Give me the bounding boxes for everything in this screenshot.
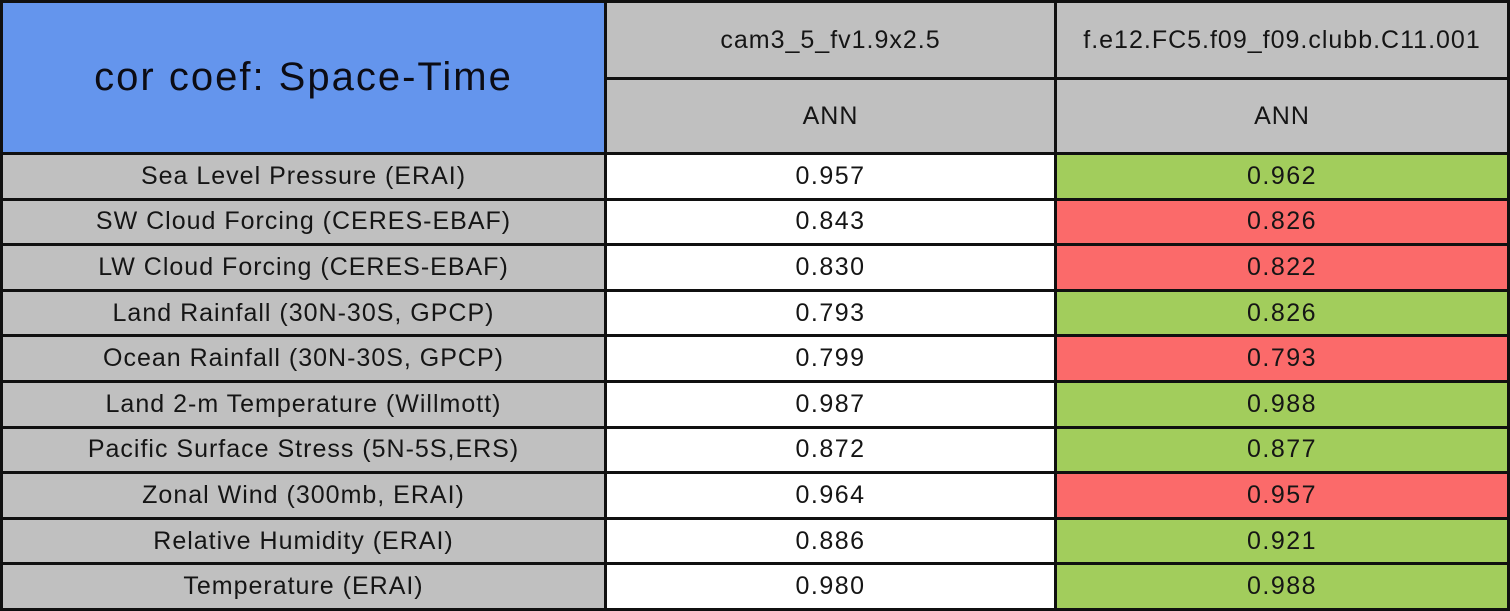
row-label: LW Cloud Forcing (CERES-EBAF): [3, 246, 604, 289]
model2-name-header: f.e12.FC5.f09_f09.clubb.C11.001: [1057, 3, 1507, 77]
row-label: Ocean Rainfall (30N-30S, GPCP): [3, 337, 604, 380]
model2-value: 0.921: [1057, 519, 1507, 563]
model2-value: 0.822: [1057, 246, 1507, 289]
model2-value: 0.988: [1057, 382, 1507, 426]
model2-value: 0.877: [1057, 428, 1507, 472]
model1-value: 0.957: [607, 155, 1054, 198]
row-label: Zonal Wind (300mb, ERAI): [3, 474, 604, 517]
model2-value: 0.957: [1057, 474, 1507, 517]
row-label: Sea Level Pressure (ERAI): [3, 155, 604, 198]
model2-value: 0.962: [1057, 155, 1507, 198]
row-label: Temperature (ERAI): [3, 565, 604, 608]
row-label: Pacific Surface Stress (5N-5S,ERS): [3, 428, 604, 472]
model1-value: 0.872: [607, 428, 1054, 472]
model2-value: 0.826: [1057, 291, 1507, 335]
model1-value: 0.987: [607, 382, 1054, 426]
model1-value: 0.799: [607, 337, 1054, 380]
model1-value: 0.886: [607, 519, 1054, 563]
model1-name-header: cam3_5_fv1.9x2.5: [607, 3, 1054, 77]
model1-value: 0.793: [607, 291, 1054, 335]
row-label: Relative Humidity (ERAI): [3, 519, 604, 563]
model1-season-header: ANN: [607, 80, 1054, 152]
model1-value: 0.830: [607, 246, 1054, 289]
table-title: cor coef: Space-Time: [3, 3, 604, 152]
model2-value: 0.826: [1057, 200, 1507, 244]
row-label: SW Cloud Forcing (CERES-EBAF): [3, 200, 604, 244]
model2-season-header: ANN: [1057, 80, 1507, 152]
row-label: Land Rainfall (30N-30S, GPCP): [3, 291, 604, 335]
row-label: Land 2-m Temperature (Willmott): [3, 382, 604, 426]
model1-value: 0.964: [607, 474, 1054, 517]
model2-value: 0.793: [1057, 337, 1507, 380]
model2-value: 0.988: [1057, 565, 1507, 608]
model1-value: 0.843: [607, 200, 1054, 244]
model1-value: 0.980: [607, 565, 1054, 608]
